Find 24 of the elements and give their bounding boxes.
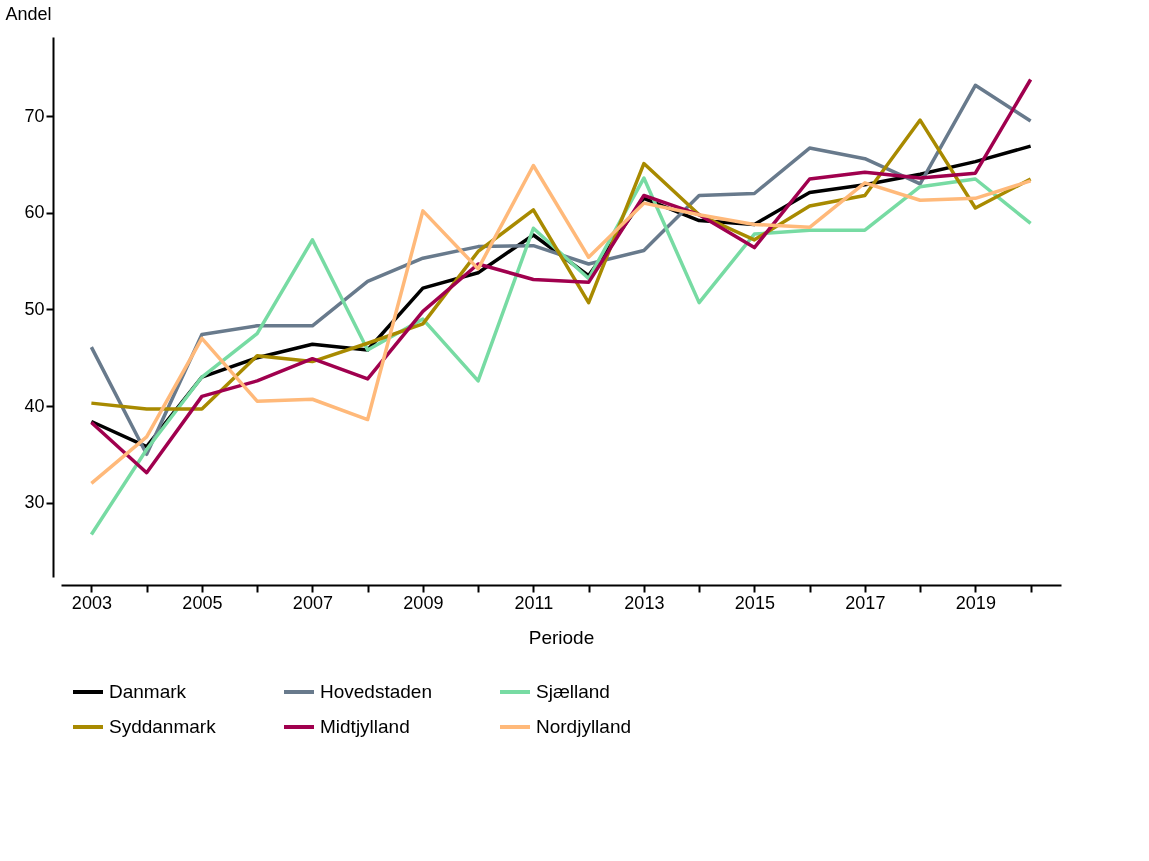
legend-label: Danmark <box>109 681 187 702</box>
y-tick-label: 50 <box>24 298 45 319</box>
x-tick-label: 2003 <box>71 592 112 613</box>
x-axis-title: Periode <box>528 626 595 648</box>
y-tick-label: 70 <box>24 105 45 126</box>
legend-label: Hovedstaden <box>320 681 432 702</box>
y-tick-label: 40 <box>24 395 45 416</box>
x-tick-label: 2007 <box>292 592 333 613</box>
line-series <box>89 176 1033 537</box>
y-tick-label: 60 <box>24 202 45 223</box>
legend-label: Midtjylland <box>320 716 410 737</box>
y-tick-label: 30 <box>24 492 45 513</box>
x-tick-label: 2013 <box>624 592 665 613</box>
legend-label: Sjælland <box>536 681 610 702</box>
y-axis-title: Andel <box>5 3 52 24</box>
x-tick-label: 2019 <box>955 592 996 613</box>
legend-label: Syddanmark <box>109 716 217 737</box>
x-tick-label: 2005 <box>182 592 223 613</box>
x-tick-label: 2017 <box>845 592 886 613</box>
x-tick-label: 2009 <box>403 592 444 613</box>
x-tick-label: 2015 <box>734 592 775 613</box>
legend-label: Nordjylland <box>536 716 632 737</box>
x-tick-label: 2011 <box>514 592 554 613</box>
line-series <box>89 163 1033 486</box>
